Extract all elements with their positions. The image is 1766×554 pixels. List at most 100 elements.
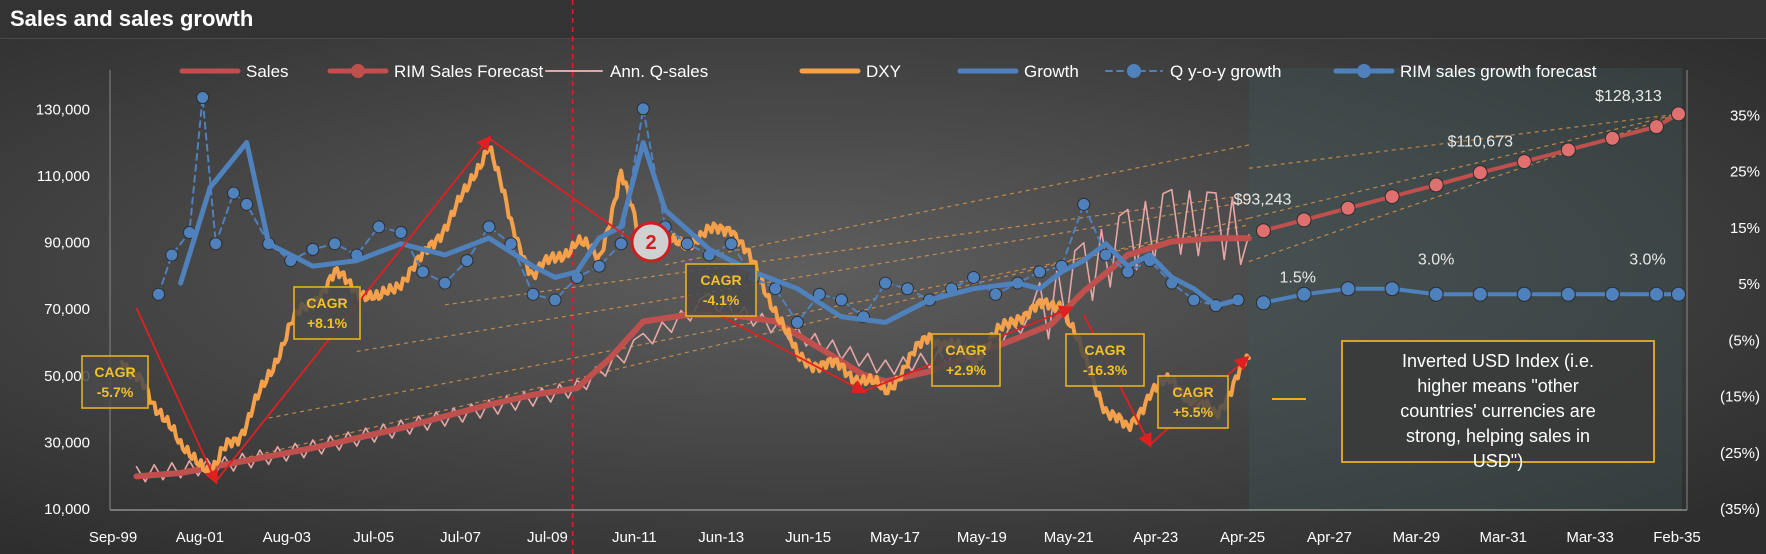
value-label: 1.5% bbox=[1279, 270, 1315, 287]
series-point-q-y-o-y-growth bbox=[438, 276, 452, 290]
trend-channel-4 bbox=[665, 144, 1250, 266]
legend-item-ann-q-sales: Ann. Q-sales bbox=[545, 62, 708, 81]
x-tick-label: Jun-13 bbox=[698, 529, 744, 546]
series-point-q-y-o-y-growth bbox=[878, 276, 892, 290]
legend-label: DXY bbox=[866, 62, 901, 81]
chart-title: Sales and sales growth bbox=[10, 6, 254, 31]
series-point-q-y-o-y-growth bbox=[196, 90, 210, 104]
series-point-rim-sales-forecast bbox=[1648, 119, 1664, 135]
series-point-q-y-o-y-growth bbox=[372, 220, 386, 234]
series-point-q-y-o-y-growth bbox=[680, 237, 694, 251]
y-right-tick-label: (5%) bbox=[1728, 332, 1760, 349]
series-point-rim-sales-growth-forecast bbox=[1384, 281, 1400, 297]
series-point-rim-sales-growth-forecast bbox=[1516, 286, 1532, 302]
x-tick-label: Jun-15 bbox=[785, 529, 831, 546]
series-point-q-y-o-y-growth bbox=[1187, 293, 1201, 307]
cagr-value: -4.1% bbox=[703, 292, 740, 308]
cagr-value: +2.9% bbox=[946, 362, 987, 378]
series-point-rim-sales-forecast bbox=[1670, 106, 1686, 122]
trend-arrow bbox=[488, 137, 647, 251]
cagr-value: -16.3% bbox=[1083, 362, 1128, 378]
y-right-tick-label: 15% bbox=[1730, 220, 1760, 237]
legend-label: RIM Sales Forecast bbox=[394, 62, 544, 81]
legend-item-q-y-o-y-growth: Q y-o-y growth bbox=[1105, 62, 1281, 81]
series-line-growth bbox=[178, 140, 1241, 325]
series-point-rim-sales-growth-forecast bbox=[1340, 281, 1356, 297]
series-point-rim-sales-forecast bbox=[1384, 189, 1400, 205]
x-tick-label: Apr-25 bbox=[1220, 529, 1265, 546]
series-point-q-y-o-y-growth bbox=[416, 265, 430, 279]
series-point-q-y-o-y-growth bbox=[165, 248, 179, 262]
x-tick-label: Jul-07 bbox=[440, 529, 481, 546]
series-point-rim-sales-growth-forecast bbox=[1296, 286, 1312, 302]
value-label: $128,313 bbox=[1595, 88, 1662, 105]
x-tick-label: Mar-31 bbox=[1479, 529, 1527, 546]
x-tick-label: Jul-05 bbox=[353, 529, 394, 546]
series-point-q-y-o-y-growth bbox=[790, 315, 804, 329]
series-point-rim-sales-growth-forecast bbox=[1604, 286, 1620, 302]
value-label: 3.0% bbox=[1629, 251, 1665, 268]
y-right-tick-label: (35%) bbox=[1720, 501, 1760, 518]
y-right-tick-label: (15%) bbox=[1720, 389, 1760, 406]
annotation-line: USD") bbox=[1473, 451, 1523, 471]
series-point-rim-sales-growth-forecast bbox=[1648, 286, 1664, 302]
cagr-value: -5.7% bbox=[97, 384, 134, 400]
series-point-rim-sales-growth-forecast bbox=[1560, 286, 1576, 302]
cagr-label: CAGR bbox=[1084, 342, 1125, 358]
series-point-q-y-o-y-growth bbox=[526, 287, 540, 301]
trend-channel-2 bbox=[356, 200, 1250, 353]
cagr-box bbox=[1157, 375, 1229, 429]
series-point-q-y-o-y-growth bbox=[614, 237, 628, 251]
y-right-tick-label: 35% bbox=[1730, 107, 1760, 124]
series-point-q-y-o-y-growth bbox=[152, 287, 166, 301]
x-tick-label: May-17 bbox=[870, 529, 920, 546]
legend-swatch-marker bbox=[351, 64, 365, 78]
legend-item-dxy: DXY bbox=[799, 62, 901, 81]
series-point-q-y-o-y-growth bbox=[592, 259, 606, 273]
series-point-rim-sales-forecast bbox=[1340, 200, 1356, 216]
cagr-box bbox=[931, 333, 1001, 387]
legend-item-rim-sales-growth-forecast: RIM sales growth forecast bbox=[1333, 62, 1597, 81]
cagr-box bbox=[1065, 333, 1145, 387]
annotation-line: countries' currencies are bbox=[1400, 401, 1596, 421]
trend-channel-7 bbox=[1248, 113, 1679, 169]
series-point-rim-sales-forecast bbox=[1296, 212, 1312, 228]
series-point-q-y-o-y-growth bbox=[460, 254, 474, 268]
x-tick-label: Jun-11 bbox=[612, 529, 657, 546]
series-point-q-y-o-y-growth bbox=[636, 102, 650, 116]
series-point-rim-sales-growth-forecast bbox=[1255, 295, 1271, 311]
legend-swatch-marker bbox=[1357, 64, 1371, 78]
series-point-rim-sales-forecast bbox=[1516, 154, 1532, 170]
cagr-label: CAGR bbox=[700, 272, 741, 288]
series-point-q-y-o-y-growth bbox=[548, 293, 562, 307]
series-point-q-y-o-y-growth bbox=[1033, 265, 1047, 279]
cagr-label: CAGR bbox=[306, 295, 347, 311]
y-left-tick-label: 110,000 bbox=[37, 168, 90, 185]
y-left-tick-label: 130,000 bbox=[36, 101, 90, 118]
series-point-rim-sales-forecast bbox=[1428, 177, 1444, 193]
legend-item-sales: Sales bbox=[179, 62, 289, 81]
x-tick-label: Apr-27 bbox=[1307, 529, 1352, 546]
series-point-q-y-o-y-growth bbox=[1099, 248, 1113, 262]
annotation-text: Inverted USD Index (i.e. higher means "ot… bbox=[1400, 351, 1596, 471]
trend-channel-6 bbox=[1248, 113, 1679, 219]
legend-swatch-marker bbox=[1127, 64, 1141, 78]
series-point-q-y-o-y-growth bbox=[724, 237, 738, 251]
y-left-tick-label: 50,000 bbox=[44, 368, 90, 385]
series-point-rim-sales-growth-forecast bbox=[1428, 286, 1444, 302]
legend-label: Sales bbox=[246, 62, 289, 81]
legend-label: Ann. Q-sales bbox=[610, 62, 708, 81]
x-tick-label: Mar-33 bbox=[1566, 529, 1614, 546]
cagr-value: +8.1% bbox=[307, 315, 348, 331]
x-tick-label: May-19 bbox=[957, 529, 1007, 546]
series-point-q-y-o-y-growth bbox=[394, 225, 408, 239]
x-tick-label: Apr-23 bbox=[1133, 529, 1178, 546]
x-tick-label: Jul-09 bbox=[527, 529, 568, 546]
series-point-q-y-o-y-growth bbox=[240, 197, 254, 211]
series-point-rim-sales-growth-forecast bbox=[1670, 286, 1686, 302]
numbered-marker-label: 2 bbox=[645, 232, 656, 254]
series-point-q-y-o-y-growth bbox=[209, 237, 223, 251]
legend-label: Growth bbox=[1024, 62, 1079, 81]
